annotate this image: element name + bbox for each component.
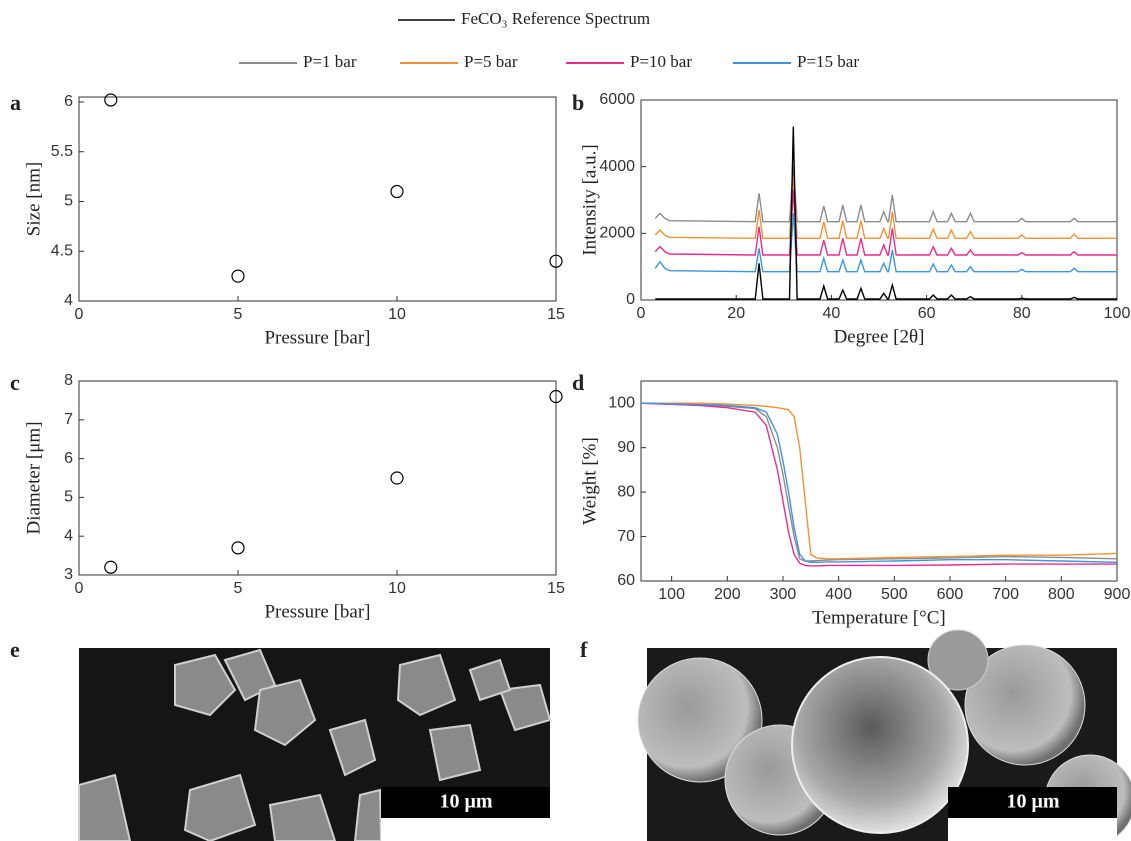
marker (104, 93, 118, 107)
x-axis-label: Pressure [bar] (264, 601, 370, 622)
x-tick-label: 20 (727, 305, 745, 322)
x-tick-label: 40 (823, 305, 841, 322)
x-tick-label: 15 (547, 580, 565, 597)
scale-bar (381, 787, 550, 818)
marker (390, 184, 404, 199)
x-tick-label: 0 (637, 305, 646, 322)
x-tick-label: 5 (234, 580, 243, 597)
image-margin (948, 818, 1117, 841)
y-tick-label: 60 (617, 572, 635, 589)
y-tick-label: 4 (64, 527, 73, 544)
marker (390, 471, 404, 485)
x-tick-label: 300 (770, 586, 797, 603)
y-tick-label: 4000 (599, 158, 635, 175)
x-tick-label: 60 (918, 305, 936, 322)
plot-frame (640, 99, 1118, 301)
scale-bar (948, 787, 1117, 818)
x-tick-label: 15 (547, 306, 565, 323)
y-axis-label: Intensity [a.u.] (579, 144, 600, 255)
x-axis-label: Pressure [bar] (264, 327, 370, 348)
marker (231, 269, 245, 283)
x-tick-label: 400 (825, 586, 852, 603)
x-tick-label: 80 (1013, 305, 1031, 322)
x-tick-label: 100 (658, 586, 685, 603)
plot-frame (640, 380, 1118, 582)
y-tick-label: 2000 (599, 225, 635, 242)
y-tick-label: 4 (64, 292, 73, 309)
x-tick-label: 200 (714, 586, 741, 603)
series-line (641, 402, 1118, 560)
series-line (654, 176, 1117, 240)
panel-label: d (572, 370, 584, 395)
legend-label: P=5 bar (464, 52, 518, 71)
series-line (640, 402, 1118, 564)
series-line (654, 213, 1117, 273)
legend-label: FeCO₃ Reference Spectrum (461, 9, 650, 28)
y-tick-label: 3 (64, 566, 73, 583)
y-axis-label: Weight [%] (579, 437, 600, 525)
x-tick-label: 600 (937, 586, 964, 603)
y-tick-label: 7 (64, 411, 73, 428)
series-line (640, 402, 1117, 567)
plot-frame (78, 96, 557, 302)
series-line (654, 166, 1117, 223)
x-tick-label: 800 (1048, 586, 1075, 603)
y-tick-label: 4.5 (51, 242, 73, 259)
series-line (640, 402, 1118, 562)
panel-label: f (580, 637, 588, 662)
legend-label: P=10 bar (630, 52, 692, 71)
panel-label: b (572, 90, 584, 115)
panel-label: c (10, 370, 20, 395)
x-tick-label: 10 (388, 306, 406, 323)
marker (231, 541, 245, 555)
y-tick-label: 5 (64, 489, 73, 506)
y-tick-label: 80 (617, 483, 635, 500)
panel-label: e (10, 637, 20, 662)
marker (549, 254, 563, 268)
series-line (655, 126, 1117, 300)
x-tick-label: 700 (992, 586, 1019, 603)
x-tick-label: 10 (388, 580, 406, 597)
image-margin (381, 818, 550, 841)
x-axis-label: Temperature [°C] (812, 607, 945, 628)
marker (104, 560, 118, 574)
plot-frame (78, 380, 557, 576)
x-tick-label: 900 (1104, 586, 1131, 603)
y-tick-label: 70 (617, 528, 635, 545)
legend-label: P=1 bar (303, 52, 357, 71)
y-tick-label: 6 (64, 93, 73, 110)
x-tick-label: 5 (234, 306, 243, 323)
y-tick-label: 5.5 (51, 143, 73, 160)
y-tick-label: 100 (608, 394, 635, 411)
y-tick-label: 0 (626, 291, 635, 308)
panel-label: a (10, 90, 21, 115)
y-tick-label: 6000 (599, 91, 635, 108)
marker (549, 389, 563, 404)
x-tick-label: 500 (881, 586, 908, 603)
y-tick-label: 90 (617, 439, 635, 456)
series-line (654, 189, 1117, 256)
x-tick-label: 100 (1104, 305, 1131, 322)
legend-label: P=15 bar (797, 52, 859, 71)
y-axis-label: Diameter [μm] (23, 421, 44, 534)
scale-bar-label: 10 μm (1007, 791, 1060, 813)
y-tick-label: 5 (64, 193, 73, 210)
x-tick-label: 0 (75, 306, 84, 323)
x-axis-label: Degree [2θ] (834, 326, 925, 347)
x-tick-label: 0 (75, 580, 84, 597)
y-tick-label: 6 (64, 450, 73, 467)
y-tick-label: 8 (64, 372, 73, 389)
scale-bar-label: 10 μm (440, 791, 493, 813)
y-axis-label: Size [nm] (23, 162, 44, 236)
